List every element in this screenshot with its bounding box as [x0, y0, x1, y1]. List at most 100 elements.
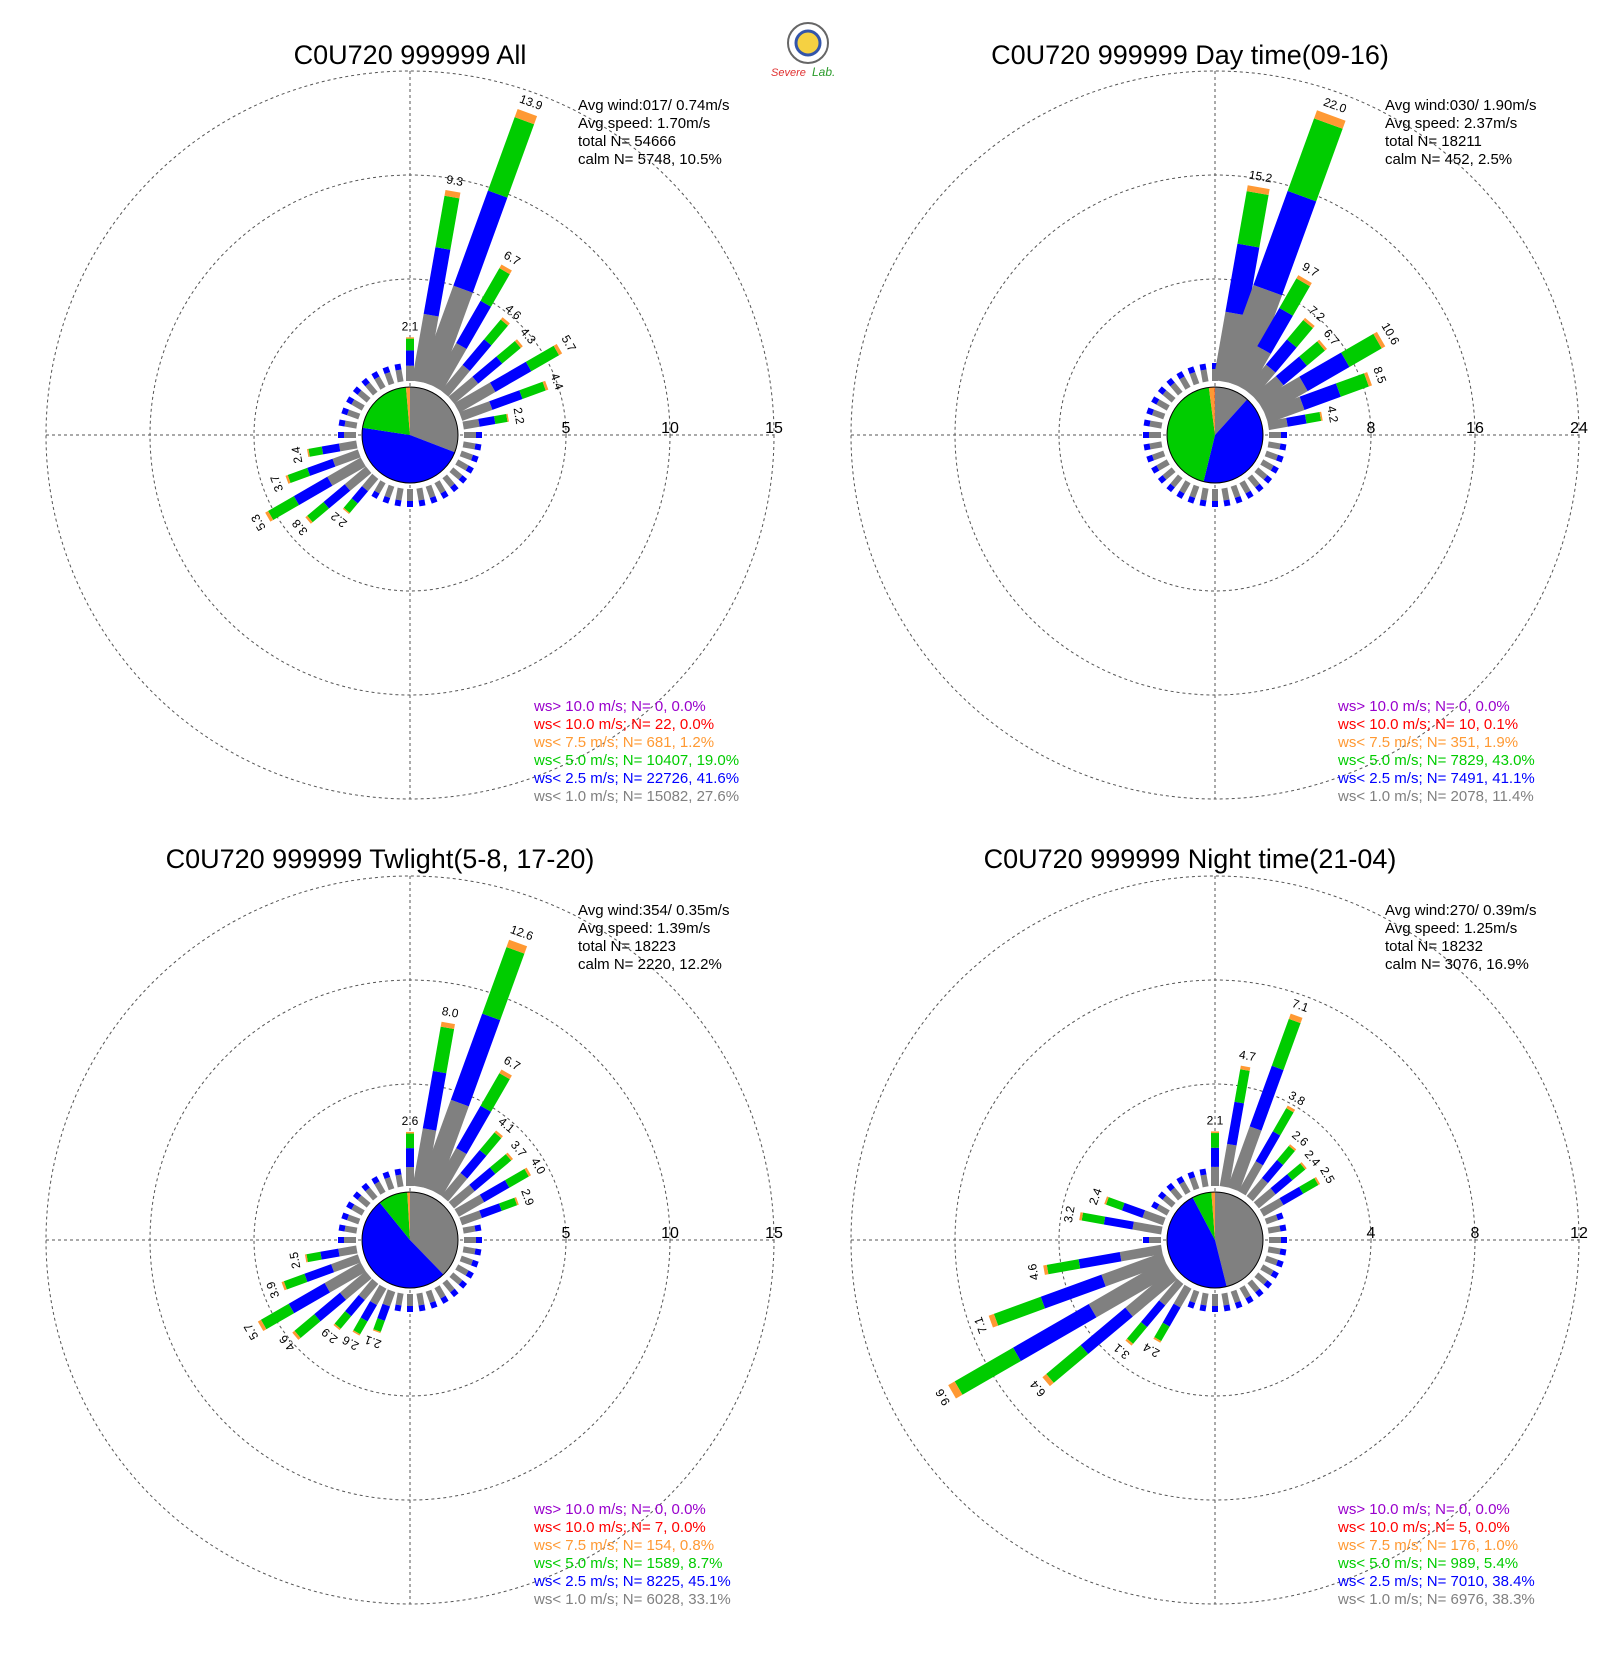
direction-bar-segment — [1173, 1284, 1192, 1308]
ring-label: 12 — [1570, 1225, 1588, 1242]
grid-ring — [253, 278, 567, 592]
direction-bar-segment — [1255, 1131, 1281, 1166]
direction-bar-minor — [1200, 1292, 1209, 1306]
direction-bar-minor — [1156, 399, 1170, 411]
bar-value-label: 4.6 — [502, 301, 524, 323]
direction-bar-segment — [1042, 1373, 1054, 1387]
direction-bar-segment — [499, 264, 512, 275]
ring-label: 8 — [1471, 1225, 1480, 1242]
direction-bar-segment — [1267, 417, 1288, 431]
direction-bar-segment — [432, 1026, 455, 1074]
direction-bar-minor — [1234, 1300, 1243, 1309]
direction-bar-minor — [365, 1187, 378, 1201]
bar-value-label: 2.1 — [1207, 1114, 1224, 1128]
direction-bar-minor — [1275, 1259, 1284, 1268]
direction-bar-segment — [1154, 1322, 1170, 1342]
bar-value-label: 2.4 — [1302, 1147, 1324, 1169]
direction-bar-segment — [1263, 396, 1305, 424]
summary-text: total N= 18223 — [578, 938, 676, 955]
direction-bar-segment — [1275, 356, 1307, 386]
direction-bar-segment — [1270, 1174, 1293, 1195]
direction-bar-minor — [425, 484, 436, 499]
summary-text: total N= 54666 — [578, 133, 676, 150]
legend-entry: ws< 2.5 m/s; N= 7010, 38.4% — [1337, 1573, 1535, 1590]
direction-bar-minor — [474, 443, 482, 451]
direction-bar-segment — [988, 1313, 999, 1328]
direction-bar-minor — [374, 376, 386, 390]
bar-value-label: 4.1 — [496, 1114, 518, 1136]
bar-value-label: 3.2 — [1061, 1205, 1078, 1224]
summary-text: Avg wind:354/ 0.35m/s — [578, 902, 729, 919]
bar-value-label: 4.0 — [528, 1155, 549, 1177]
direction-bar-minor — [458, 1280, 468, 1289]
direction-bar-segment — [1234, 1069, 1250, 1104]
calm-pie-slice — [361, 1202, 444, 1289]
calm-pie-outline — [1166, 1191, 1264, 1289]
ring-label: 16 — [1466, 420, 1484, 437]
bar-value-label: 4.4 — [547, 371, 566, 392]
bar-value-label: 4.6 — [276, 1332, 298, 1354]
direction-bar-segment — [948, 1381, 963, 1399]
direction-bar-minor — [1151, 450, 1166, 461]
direction-bar-segment — [306, 1251, 322, 1263]
bar-value-label: 2.6 — [1289, 1128, 1311, 1150]
direction-bar-minor — [394, 363, 402, 371]
direction-bar-minor — [1264, 1255, 1279, 1266]
direction-bar-segment — [332, 449, 361, 467]
direction-bar-minor — [440, 1295, 449, 1304]
direction-bar-segment — [1088, 1260, 1173, 1318]
direction-bar-minor — [1162, 390, 1176, 403]
direction-bar-minor — [1221, 487, 1230, 501]
direction-bar-segment — [304, 1264, 335, 1282]
direction-bar-minor — [371, 1176, 380, 1185]
direction-bar-segment — [320, 1248, 340, 1260]
direction-bar-segment — [1103, 1216, 1134, 1230]
grid-ring — [1058, 1083, 1372, 1397]
bar-value-label: 6.7 — [501, 248, 523, 269]
direction-bar-minor — [395, 487, 404, 501]
direction-bar-segment — [351, 486, 369, 504]
direction-bar-segment — [489, 390, 523, 410]
direction-bar-minor — [341, 407, 350, 416]
bar-value-label: 2.2 — [328, 509, 350, 531]
direction-bar-segment — [1364, 372, 1373, 387]
direction-bar-segment — [1246, 1177, 1268, 1202]
direction-bar-minor — [346, 396, 355, 405]
direction-bar-minor — [1176, 490, 1185, 499]
direction-bar-segment — [360, 1301, 378, 1322]
legend-entry: ws> 10.0 m/s; N= 0, 0.0% — [1337, 1501, 1510, 1518]
bar-value-label: 2.4 — [289, 445, 306, 464]
direction-bar-minor — [1151, 409, 1166, 420]
wind-rose-panel: C0U720 999999 Twlight(5-8, 17-20) 5 10 15 2.… — [45, 844, 783, 1608]
direction-bar-segment — [418, 285, 473, 388]
direction-bar-segment — [444, 190, 461, 199]
legend-entry: ws< 5.0 m/s; N= 7829, 43.0% — [1337, 752, 1535, 769]
bar-value-label: 2.9 — [318, 1325, 340, 1347]
bar-value-label: 2.4 — [1086, 1186, 1105, 1207]
direction-bar-segment — [1272, 1108, 1294, 1136]
direction-bar-minor — [429, 1300, 438, 1309]
ring-label: 4 — [1367, 1225, 1376, 1242]
direction-bar-minor — [1179, 1181, 1191, 1195]
direction-bar-segment — [338, 440, 358, 452]
direction-bar-segment — [1300, 1162, 1307, 1170]
direction-bar-segment — [454, 382, 496, 413]
bar-value-label: 7.1 — [1290, 996, 1311, 1015]
direction-bar-segment — [331, 1254, 361, 1273]
calm-pie-slice — [1166, 1197, 1227, 1288]
direction-bar-minor — [440, 490, 449, 499]
direction-bar-segment — [294, 1314, 321, 1339]
direction-bar-segment — [1259, 1198, 1284, 1217]
direction-bar-minor — [357, 1195, 371, 1208]
direction-bar-minor — [1275, 454, 1284, 463]
bar-value-label: 7.1 — [971, 1315, 990, 1336]
direction-bar-minor — [1270, 1270, 1279, 1279]
direction-bar-segment — [1288, 1144, 1297, 1151]
direction-bar-segment — [462, 339, 492, 372]
direction-bar-segment — [1314, 1177, 1321, 1185]
direction-bar-minor — [1143, 443, 1151, 451]
direction-bar-minor — [442, 1279, 455, 1293]
legend-entry: ws> 10.0 m/s; N= 0, 0.0% — [533, 1501, 706, 1518]
direction-bar-segment — [373, 1318, 385, 1332]
direction-bar-segment — [308, 446, 324, 457]
